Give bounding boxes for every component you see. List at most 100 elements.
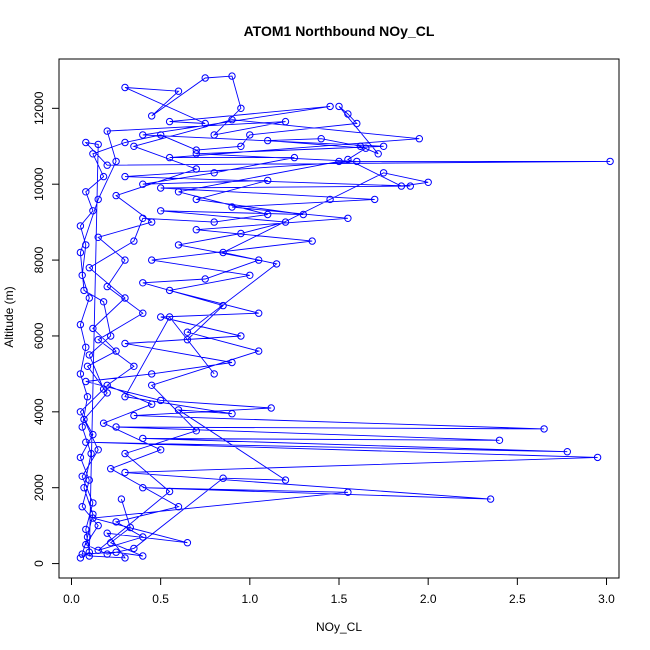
x-tick-label: 2.5	[509, 592, 526, 606]
data-point	[82, 343, 90, 351]
data-point	[89, 510, 97, 518]
series-line	[79, 75, 611, 559]
y-tick-label: 10000	[32, 167, 46, 201]
data-point	[83, 362, 92, 370]
data-point	[148, 381, 156, 389]
data-point	[83, 533, 92, 541]
data-point	[148, 112, 156, 120]
data-point	[121, 172, 129, 181]
data-point	[397, 182, 406, 190]
data-point	[281, 218, 290, 226]
chart-title: ATOM1 Northbound NOy_CL	[244, 23, 435, 39]
data-point	[157, 313, 165, 321]
data-point	[82, 138, 90, 147]
data-point	[107, 539, 115, 547]
series-points	[76, 72, 614, 562]
data-point	[228, 410, 236, 418]
data-point	[80, 286, 88, 295]
data-point	[121, 83, 129, 92]
data-point	[237, 104, 245, 113]
data-point	[356, 142, 365, 151]
data-point	[424, 178, 432, 187]
data-point	[335, 102, 343, 111]
y-axis: 0 2000 4000 6000 8000 10000 12000	[32, 91, 60, 567]
data-point	[126, 523, 135, 532]
data-point	[540, 425, 548, 433]
data-point	[219, 248, 227, 257]
data-point	[148, 218, 156, 226]
data-point	[78, 503, 86, 511]
data-point	[78, 271, 86, 279]
data-point	[344, 155, 352, 164]
data-point	[267, 404, 275, 412]
data-point	[85, 476, 94, 484]
y-tick-label: 0	[32, 560, 46, 567]
data-point	[103, 381, 111, 389]
y-tick-label: 2000	[32, 474, 46, 501]
data-point	[121, 256, 129, 264]
data-point	[299, 210, 307, 219]
data-point	[89, 499, 97, 507]
data-point	[272, 260, 281, 268]
data-point	[174, 503, 183, 511]
data-point	[82, 540, 90, 549]
data-point	[344, 214, 352, 223]
data-point	[165, 286, 174, 295]
plot-frame	[58, 58, 620, 579]
data-point	[353, 157, 361, 166]
data-point	[94, 446, 102, 454]
data-point	[157, 131, 165, 139]
data-point	[192, 150, 201, 158]
data-point	[99, 172, 108, 181]
data-point	[121, 339, 129, 348]
data-point	[379, 142, 388, 151]
data-point	[85, 552, 94, 560]
data-point	[165, 153, 174, 162]
data-point	[192, 165, 201, 173]
data-point	[379, 169, 388, 177]
data-point	[174, 406, 183, 414]
data-point	[94, 336, 102, 344]
x-axis-label: NOy_CL	[316, 620, 362, 634]
data-point	[192, 427, 201, 435]
data-point	[103, 529, 111, 537]
y-tick-label: 8000	[32, 246, 46, 273]
data-point	[246, 131, 254, 139]
data-point	[415, 135, 423, 143]
data-point	[157, 184, 165, 192]
data-point	[130, 237, 138, 245]
data-point	[103, 161, 111, 169]
data-point	[139, 214, 147, 223]
data-point	[210, 218, 218, 226]
data-point	[228, 72, 236, 80]
data-point	[308, 237, 316, 245]
data-point	[237, 229, 245, 238]
data-point	[103, 550, 111, 558]
data-point	[264, 176, 272, 185]
data-point	[139, 279, 147, 287]
data-point	[374, 150, 382, 158]
data-point	[121, 138, 129, 147]
data-point	[157, 207, 165, 215]
data-point	[121, 393, 129, 401]
data-point	[76, 554, 85, 562]
x-tick-label: 1.5	[331, 592, 348, 606]
data-point	[317, 135, 325, 143]
data-point	[78, 423, 86, 431]
data-point	[76, 453, 85, 462]
data-point	[371, 195, 379, 204]
data-point	[192, 226, 201, 234]
data-point	[148, 400, 156, 408]
data-point	[107, 332, 115, 340]
data-point	[94, 140, 102, 149]
data-point	[82, 188, 90, 196]
data-point	[281, 117, 290, 126]
data-point	[326, 195, 334, 204]
data-point	[326, 102, 334, 111]
data-point	[255, 256, 263, 264]
data-point	[112, 548, 120, 556]
data-point	[139, 309, 147, 317]
x-tick-label: 2.0	[420, 592, 437, 606]
data-point	[85, 294, 94, 302]
